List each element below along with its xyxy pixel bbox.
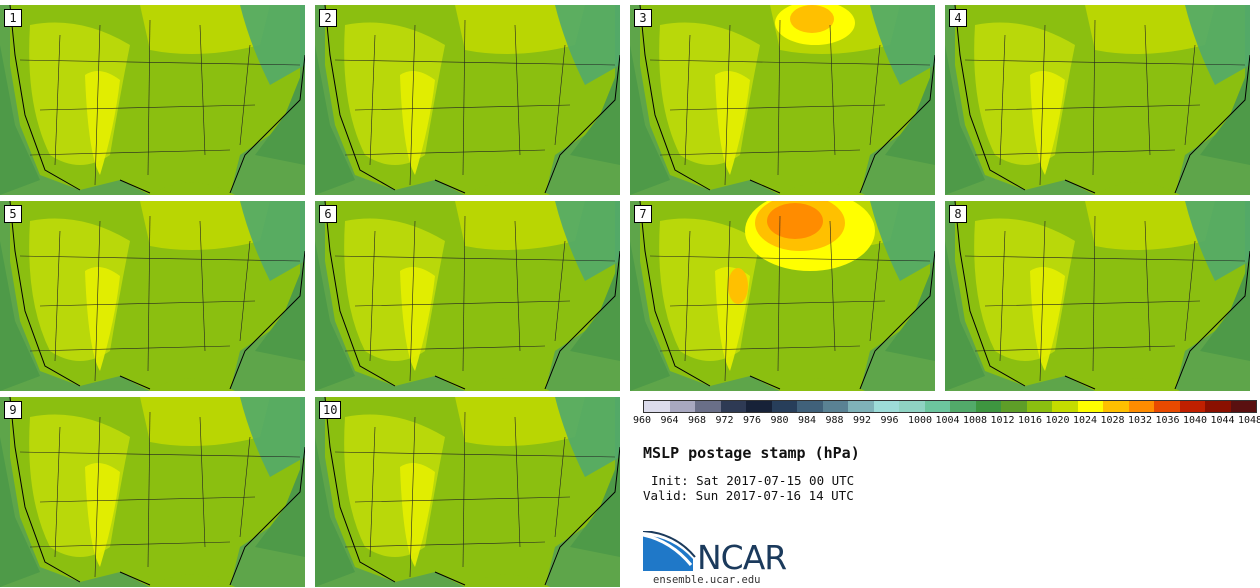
- colorbar-swatch: [644, 401, 670, 412]
- colorbar-swatch: [720, 401, 746, 412]
- colorbar-tick-label: 1048: [1238, 415, 1260, 426]
- site-url[interactable]: ensemble.ucar.edu: [653, 574, 761, 586]
- colorbar-swatch: [1052, 401, 1078, 412]
- colorbar-tick-label: 1004: [935, 415, 960, 426]
- colorbar-swatch: [950, 401, 976, 412]
- init-time: Init: Sat 2017-07-15 00 UTC: [651, 473, 855, 488]
- mslp-map: [945, 5, 1250, 195]
- colorbar-swatch: [822, 401, 848, 412]
- postage-stamp-panel: 10: [315, 397, 620, 587]
- mslp-map: [315, 397, 620, 587]
- colorbar-swatch: [848, 401, 874, 412]
- postage-stamp-panel: 4: [945, 5, 1250, 195]
- postage-stamp-panel: 9: [0, 397, 305, 587]
- colorbar-labels: 960 964 968 972 976 980 984 988 992 996 1000 1004 10…: [633, 415, 1260, 426]
- colorbar-swatch: [1230, 401, 1256, 412]
- colorbar-swatch: [1179, 401, 1205, 412]
- ncar-logo-text: NCAR: [697, 538, 787, 577]
- colorbar-swatch: [695, 401, 721, 412]
- panel-number-label: 8: [949, 205, 967, 223]
- colorbar-swatch: [1128, 401, 1154, 412]
- mslp-map: [315, 5, 620, 195]
- postage-stamp-panel: 6: [315, 201, 620, 391]
- colorbar-swatch: [1103, 401, 1129, 412]
- mslp-map: [0, 397, 305, 587]
- mslp-map: [0, 5, 305, 195]
- colorbar-tick-label: 1020: [1045, 415, 1070, 426]
- mslp-map: [945, 201, 1250, 391]
- colorbar-swatch: [797, 401, 823, 412]
- panel-number-label: 1: [4, 9, 22, 27]
- postage-stamp-panel: 1: [0, 5, 305, 195]
- colorbar-tick-label: 1024: [1073, 415, 1098, 426]
- colorbar: [643, 400, 1257, 413]
- panel-number-label: 2: [319, 9, 337, 27]
- colorbar-tick-label: 1016: [1018, 415, 1043, 426]
- colorbar-tick-label: 960: [633, 415, 652, 426]
- colorbar-swatch: [924, 401, 950, 412]
- panel-number-label: 10: [319, 401, 342, 419]
- colorbar-tick-label: 996: [880, 415, 899, 426]
- plot-title: MSLP postage stamp (hPa): [643, 444, 860, 462]
- postage-stamp-panel: 3: [630, 5, 935, 195]
- panel-number-label: 3: [634, 9, 652, 27]
- panel-number-label: 7: [634, 205, 652, 223]
- colorbar-tick-label: 1028: [1100, 415, 1125, 426]
- colorbar-swatch: [669, 401, 695, 412]
- colorbar-tick-label: 1008: [963, 415, 988, 426]
- colorbar-tick-label: 972: [715, 415, 734, 426]
- colorbar-swatch: [1001, 401, 1027, 412]
- colorbar-swatch: [1154, 401, 1180, 412]
- colorbar-tick-label: 1012: [990, 415, 1015, 426]
- colorbar-tick-label: 1040: [1183, 415, 1208, 426]
- colorbar-swatch: [1205, 401, 1231, 412]
- colorbar-tick-label: 1044: [1210, 415, 1235, 426]
- colorbar-tick-label: 984: [798, 415, 817, 426]
- colorbar-tick-label: 1032: [1128, 415, 1153, 426]
- colorbar-swatch: [873, 401, 899, 412]
- ncar-logo-icon: [643, 531, 696, 571]
- colorbar-swatch: [1026, 401, 1052, 412]
- mslp-map: [315, 201, 620, 391]
- panel-number-label: 4: [949, 9, 967, 27]
- postage-stamp-panel: 2: [315, 5, 620, 195]
- colorbar-tick-label: 968: [688, 415, 707, 426]
- colorbar-tick-label: 988: [825, 415, 844, 426]
- mslp-map: [630, 201, 935, 391]
- colorbar-tick-label: 964: [660, 415, 679, 426]
- valid-time: Valid: Sun 2017-07-16 14 UTC: [643, 488, 854, 503]
- colorbar-swatch: [899, 401, 925, 412]
- colorbar-tick-label: 992: [853, 415, 872, 426]
- colorbar-tick-label: 976: [743, 415, 762, 426]
- postage-stamp-panel: 8: [945, 201, 1250, 391]
- mslp-map: [0, 201, 305, 391]
- colorbar-tick-label: 1036: [1155, 415, 1180, 426]
- mslp-map: [630, 5, 935, 195]
- colorbar-tick-label: 1000: [908, 415, 933, 426]
- colorbar-swatch: [746, 401, 772, 412]
- colorbar-swatch: [771, 401, 797, 412]
- colorbar-swatch: [1077, 401, 1103, 412]
- panel-number-label: 9: [4, 401, 22, 419]
- colorbar-tick-label: 980: [770, 415, 789, 426]
- panel-number-label: 6: [319, 205, 337, 223]
- panel-number-label: 5: [4, 205, 22, 223]
- postage-stamp-panel: 7: [630, 201, 935, 391]
- postage-stamp-panel: 5: [0, 201, 305, 391]
- colorbar-swatch: [975, 401, 1001, 412]
